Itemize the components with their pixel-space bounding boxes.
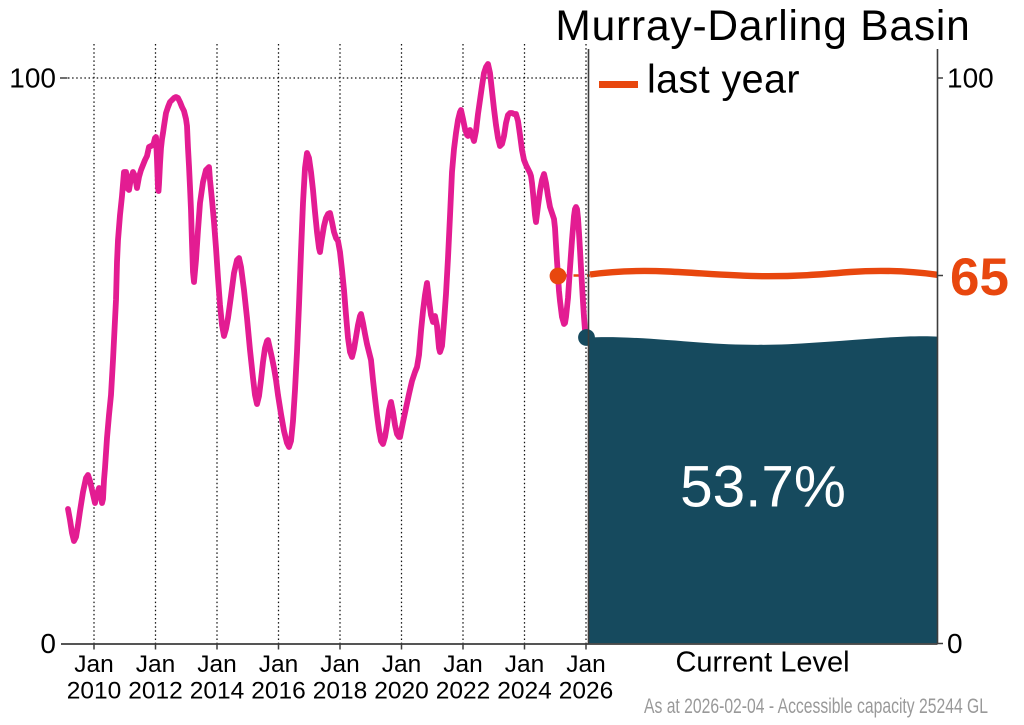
svg-text:2026: 2026 <box>559 678 614 705</box>
svg-text:2014: 2014 <box>190 678 245 705</box>
svg-text:Murray-Darling Basin: Murray-Darling Basin <box>555 3 970 50</box>
svg-text:Jan: Jan <box>382 651 422 678</box>
svg-text:Jan: Jan <box>505 651 545 678</box>
svg-text:2024: 2024 <box>497 678 552 705</box>
svg-text:65: 65 <box>950 248 1009 307</box>
svg-text:100: 100 <box>9 63 56 94</box>
svg-text:53.7%: 53.7% <box>680 455 846 520</box>
svg-text:last year: last year <box>647 58 800 102</box>
svg-text:2010: 2010 <box>67 678 122 705</box>
svg-text:Jan: Jan <box>197 651 237 678</box>
svg-text:Current Level: Current Level <box>675 647 849 679</box>
svg-text:Jan: Jan <box>320 651 360 678</box>
svg-text:Jan: Jan <box>74 651 114 678</box>
svg-text:0: 0 <box>947 628 963 659</box>
svg-text:2018: 2018 <box>313 678 368 705</box>
svg-text:Jan: Jan <box>136 651 176 678</box>
svg-text:2016: 2016 <box>251 678 306 705</box>
svg-text:2012: 2012 <box>128 678 183 705</box>
svg-text:Jan: Jan <box>566 651 606 678</box>
svg-text:Jan: Jan <box>259 651 299 678</box>
svg-text:As at 2026-02-04 - Accessible: As at 2026-02-04 - Accessible capacity 2… <box>644 694 988 718</box>
svg-text:Jan: Jan <box>443 651 483 678</box>
svg-text:2020: 2020 <box>374 678 429 705</box>
svg-text:2022: 2022 <box>436 678 491 705</box>
svg-text:100: 100 <box>947 63 994 94</box>
svg-text:0: 0 <box>40 628 56 659</box>
